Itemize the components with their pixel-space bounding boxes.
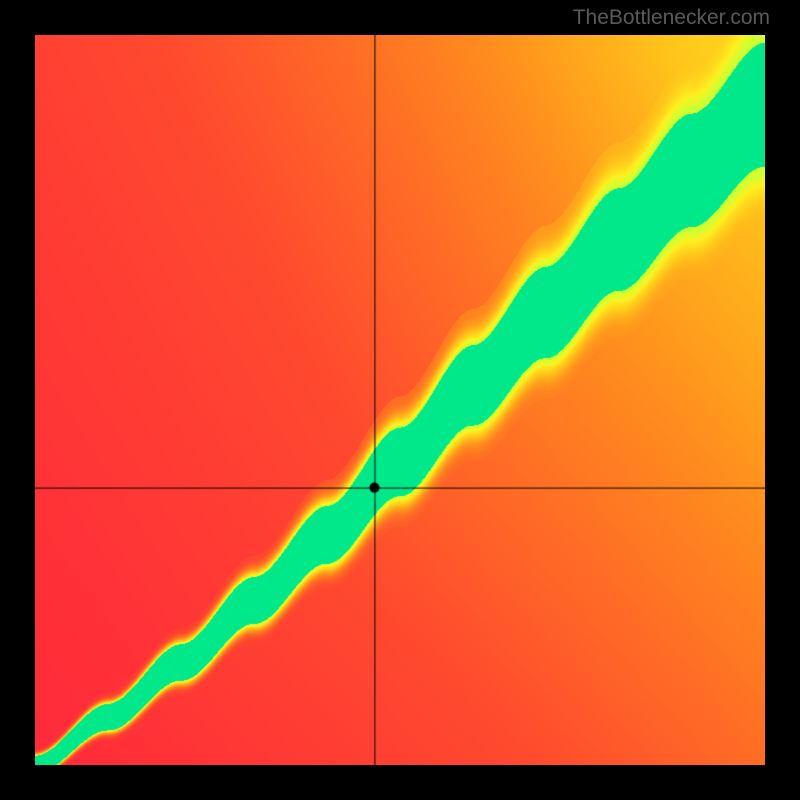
watermark-text: TheBottlenecker.com bbox=[573, 6, 770, 30]
crosshair-overlay bbox=[35, 35, 765, 765]
bottleneck-heatmap bbox=[35, 35, 765, 765]
